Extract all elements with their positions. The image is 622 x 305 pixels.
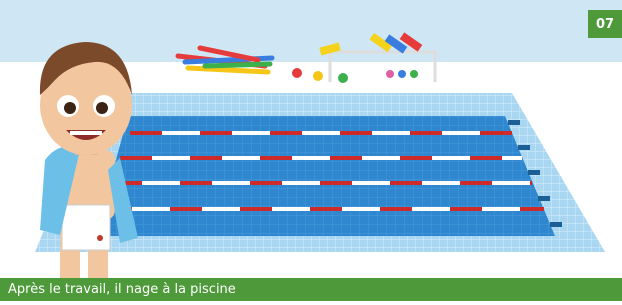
caption-bar: Après le travail, il nage à la piscine	[0, 278, 622, 301]
illustration-card: 07 Après le travail, il nage à la piscin…	[0, 0, 622, 305]
page-number-badge: 07	[588, 10, 622, 38]
pool-scene	[0, 0, 622, 278]
